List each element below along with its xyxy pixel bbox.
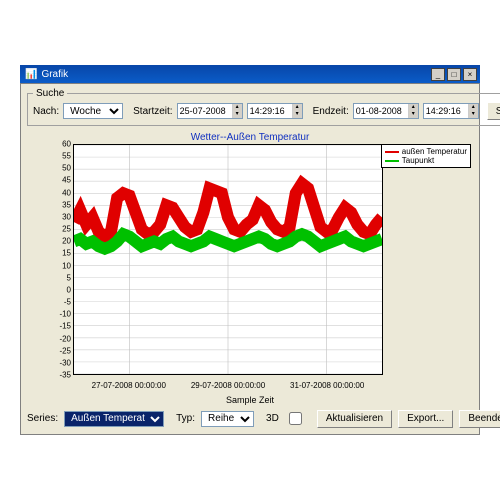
end-time-input[interactable] bbox=[424, 104, 468, 118]
titlebar: 📊 Grafik _ □ × bbox=[20, 65, 480, 83]
x-axis-label: Sample Zeit bbox=[27, 395, 473, 405]
typ-select[interactable]: Reihe bbox=[201, 411, 254, 427]
maximize-button[interactable]: □ bbox=[447, 68, 461, 81]
nach-label: Nach: bbox=[33, 106, 59, 117]
client-area: Suche Nach: Woche Startzeit: ▴▾ ▴▾ Endze… bbox=[20, 83, 480, 435]
window-title: Grafik bbox=[41, 69, 429, 80]
close-button[interactable]: × bbox=[463, 68, 477, 81]
search-fieldset: Suche Nach: Woche Startzeit: ▴▾ ▴▾ Endze… bbox=[27, 88, 500, 126]
export-button[interactable]: Export... bbox=[398, 410, 453, 428]
aktualisieren-button[interactable]: Aktualisieren bbox=[317, 410, 392, 428]
start-time-input[interactable] bbox=[248, 104, 292, 118]
start-time-spinner[interactable]: ▴▾ bbox=[247, 103, 303, 119]
minimize-button[interactable]: _ bbox=[431, 68, 445, 81]
chart-title: Wetter--Außen Temperatur bbox=[27, 130, 473, 145]
search-legend: Suche bbox=[33, 88, 67, 99]
nach-select[interactable]: Woche bbox=[63, 103, 123, 119]
app-window: 📊 Grafik _ □ × Suche Nach: Woche Startze… bbox=[0, 0, 500, 500]
endzeit-label: Endzeit: bbox=[313, 106, 349, 117]
startzeit-label: Startzeit: bbox=[133, 106, 172, 117]
legend-item: außen Temperatur bbox=[385, 147, 467, 156]
chart-icon: 📊 bbox=[25, 69, 37, 80]
series-select[interactable]: Außen Temperatur bbox=[64, 411, 164, 427]
legend-item: Taupunkt bbox=[385, 156, 467, 165]
start-date-input[interactable] bbox=[178, 104, 232, 118]
end-date-spinner[interactable]: ▴▾ bbox=[353, 103, 419, 119]
start-date-spinner[interactable]: ▴▾ bbox=[177, 103, 243, 119]
end-date-input[interactable] bbox=[354, 104, 408, 118]
typ-label: Typ: bbox=[176, 413, 195, 424]
plot-area bbox=[73, 144, 383, 375]
down-arrow-icon: ▾ bbox=[232, 111, 242, 118]
line-chart bbox=[74, 145, 382, 374]
three-d-checkbox[interactable] bbox=[289, 412, 302, 425]
search-button[interactable]: Suche bbox=[487, 102, 500, 120]
end-time-spinner[interactable]: ▴▾ bbox=[423, 103, 479, 119]
chart-panel: Wetter--Außen Temperatur Außen Temperatu… bbox=[27, 130, 473, 405]
bottom-toolbar: Series: Außen Temperatur Typ: Reihe 3D A… bbox=[27, 409, 473, 428]
up-arrow-icon: ▴ bbox=[232, 104, 242, 111]
series-label: Series: bbox=[27, 413, 58, 424]
beenden-button[interactable]: Beenden bbox=[459, 410, 500, 428]
legend: außen TemperaturTaupunkt bbox=[381, 144, 471, 168]
three-d-label: 3D bbox=[266, 413, 279, 424]
